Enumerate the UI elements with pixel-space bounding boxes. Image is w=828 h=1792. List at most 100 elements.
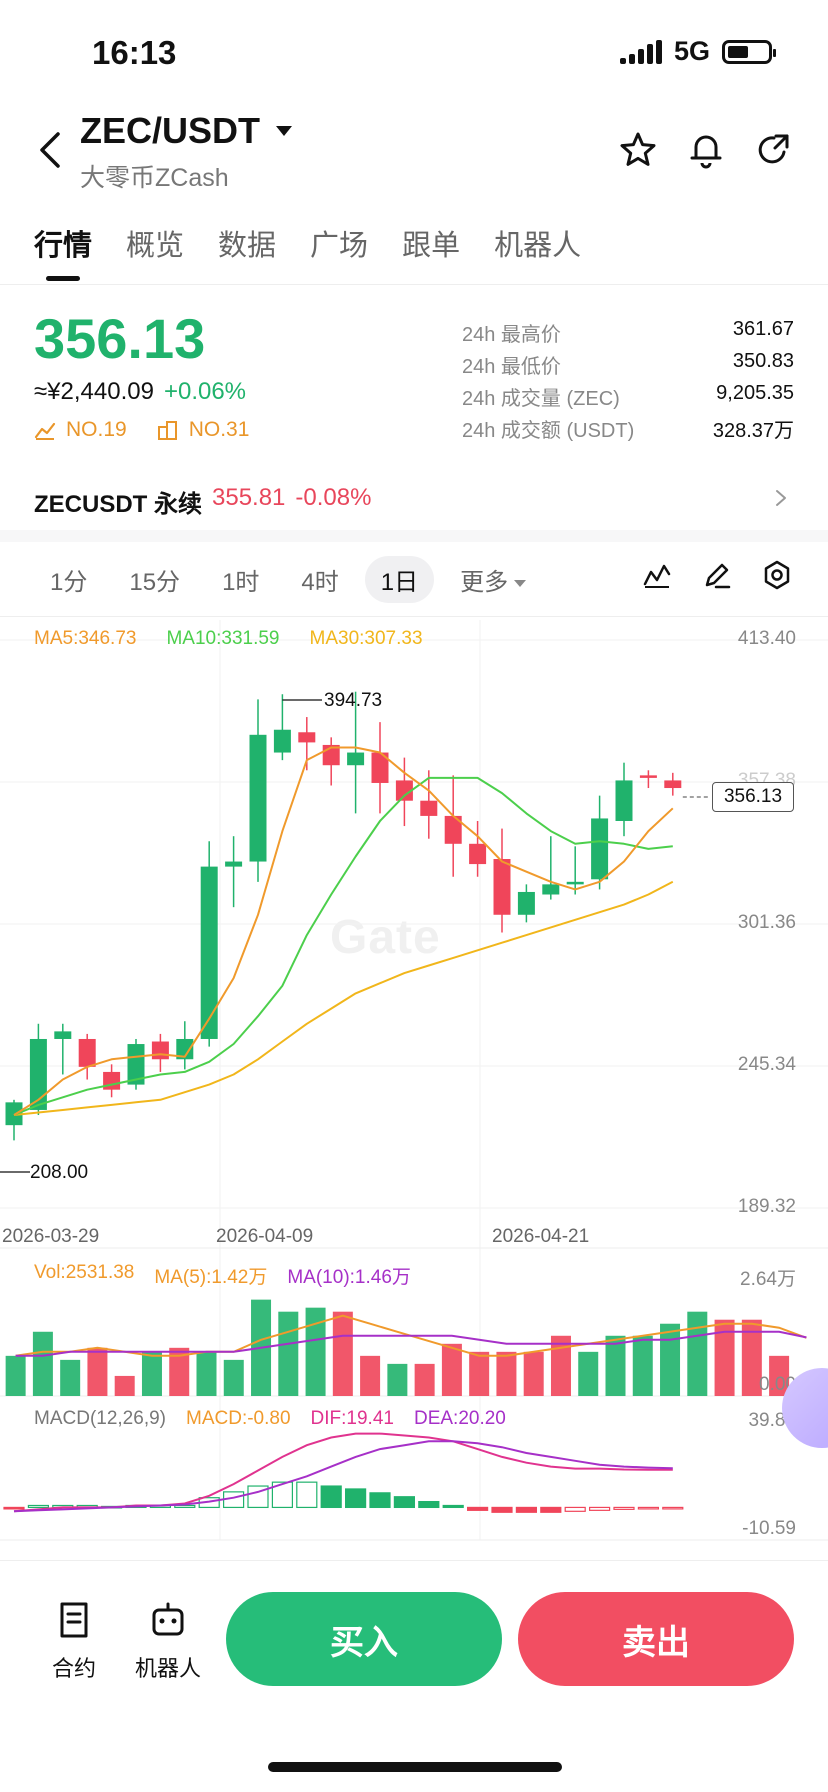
last-price-tag: 356.13: [712, 782, 794, 812]
candle-body: [591, 818, 609, 880]
ma5-legend: MA5:346.73: [34, 628, 137, 649]
pair-name: ZEC/USDT: [80, 110, 260, 151]
interval-more-label: 更多: [460, 569, 509, 596]
volume-bar: [550, 1335, 571, 1396]
stat-label: 24h 最高价: [462, 324, 561, 346]
sell-button[interactable]: 卖出: [518, 1592, 794, 1686]
stat-value: 361.67: [732, 318, 794, 340]
robot-button[interactable]: 机器人: [128, 1600, 208, 1683]
tabs-divider: [0, 284, 828, 285]
star-icon[interactable]: [618, 130, 658, 170]
tab-market[interactable]: 行情: [34, 230, 93, 262]
high-label: 394.73: [324, 690, 383, 711]
pair-subtitle: 大零币ZCash: [80, 164, 229, 192]
interval-1d[interactable]: 1日: [364, 556, 435, 603]
volume-bar: [496, 1351, 517, 1396]
blocks-icon: [157, 421, 177, 440]
macd-hist-bar: [271, 1481, 293, 1509]
macd-hist-bar: [247, 1485, 269, 1509]
status-time: 16:13: [92, 34, 177, 71]
volume-bar: [605, 1335, 626, 1396]
ma10-line: [13, 776, 673, 1116]
tab-square[interactable]: 广场: [310, 230, 369, 262]
stat-label: 24h 成交量 (ZEC): [462, 388, 620, 410]
volume-bar: [741, 1319, 762, 1396]
volume-bar: [32, 1331, 53, 1396]
volume-bar: [578, 1351, 599, 1396]
buy-button[interactable]: 买入: [226, 1592, 502, 1686]
interval-4h[interactable]: 4时: [301, 569, 339, 596]
volume-bar: [360, 1355, 381, 1396]
rank-row: NO.19 NO.31: [34, 418, 249, 442]
y-tick: 301.36: [737, 912, 796, 933]
pair-selector[interactable]: ZEC/USDT: [80, 110, 292, 152]
vol-ma5: MA(5):1.42万: [154, 1267, 268, 1288]
macd-hist-bar: [296, 1481, 318, 1509]
indicator-icon[interactable]: [642, 560, 672, 590]
macd-value: MACD:-0.80: [186, 1408, 291, 1429]
interval-1m[interactable]: 1分: [50, 569, 88, 596]
section-gap: [0, 530, 828, 542]
macd-hist-bar: [637, 1506, 660, 1510]
candle-body: [664, 780, 682, 789]
kline-chart[interactable]: [0, 610, 828, 1560]
tab-robot[interactable]: 机器人: [494, 230, 582, 262]
volume-bar: [223, 1359, 244, 1396]
macd-hist-bar: [540, 1506, 562, 1513]
candle-body: [29, 1038, 47, 1110]
rank-badge-1[interactable]: NO.19: [34, 418, 127, 442]
stat-value: 328.37万: [712, 420, 794, 442]
perp-price: 355.81: [212, 484, 286, 511]
candle-body: [615, 780, 633, 821]
candle-body: [493, 859, 511, 915]
bell-icon[interactable]: [686, 130, 726, 170]
dif-line: [13, 1432, 673, 1513]
dif-value: DIF:19.41: [310, 1408, 394, 1429]
chevron-right-icon[interactable]: [774, 488, 788, 508]
candle-body: [176, 1038, 194, 1060]
macd-hist-bar: [491, 1506, 513, 1513]
candle-body: [5, 1102, 23, 1126]
pencil-icon[interactable]: [702, 560, 732, 590]
stats-panel: 24h 最高价 361.67 24h 最低价 350.83 24h 成交量 (ZEC…: [462, 318, 794, 446]
volume-bar: [769, 1355, 790, 1396]
volume-bar: [196, 1351, 217, 1396]
candle-body: [249, 734, 267, 862]
interval-1h[interactable]: 1时: [222, 569, 260, 596]
macd-hist-bar: [613, 1506, 635, 1510]
volume-bar: [687, 1311, 708, 1396]
volume-bar: [60, 1359, 81, 1396]
contract-button[interactable]: 合约: [34, 1600, 114, 1683]
volume-bar: [441, 1343, 462, 1396]
robot-label: 机器人: [134, 1656, 201, 1681]
settings-icon[interactable]: [762, 560, 792, 590]
interval-more[interactable]: 更多: [444, 556, 542, 603]
candle-body: [542, 884, 560, 895]
volume-bar: [169, 1347, 190, 1396]
home-indicator: [268, 1762, 562, 1772]
stat-value: 9,205.35: [716, 382, 794, 404]
robot-icon: [152, 1602, 184, 1636]
volume-bar: [660, 1323, 681, 1396]
tab-copy-trade[interactable]: 跟单: [402, 230, 461, 262]
candle-body: [517, 891, 535, 915]
macd-y-tick: -10.59: [742, 1518, 796, 1539]
stat-row: 24h 最低价 350.83: [462, 350, 794, 382]
tab-data[interactable]: 数据: [218, 230, 277, 262]
tab-overview[interactable]: 概览: [126, 230, 185, 262]
candle-body: [273, 729, 291, 753]
macd-hist-bar: [393, 1496, 415, 1509]
share-icon[interactable]: [754, 130, 794, 170]
volume-bar: [87, 1347, 108, 1396]
perp-name: ZECUSDT 永续: [34, 491, 202, 518]
macd-hist-bar: [418, 1500, 440, 1509]
cny-price: ≈¥2,440.09: [34, 378, 154, 405]
candle-body: [78, 1038, 96, 1067]
back-arrow-icon[interactable]: [34, 130, 68, 170]
perpetual-link[interactable]: ZECUSDT 永续 355.81 -0.08%: [34, 484, 371, 519]
trend-icon: [34, 422, 56, 440]
rank-badge-2[interactable]: NO.31: [157, 418, 249, 442]
ma30-legend: MA30:307.33: [309, 628, 423, 649]
volume-bar: [414, 1363, 435, 1396]
interval-15m[interactable]: 15分: [129, 569, 181, 596]
